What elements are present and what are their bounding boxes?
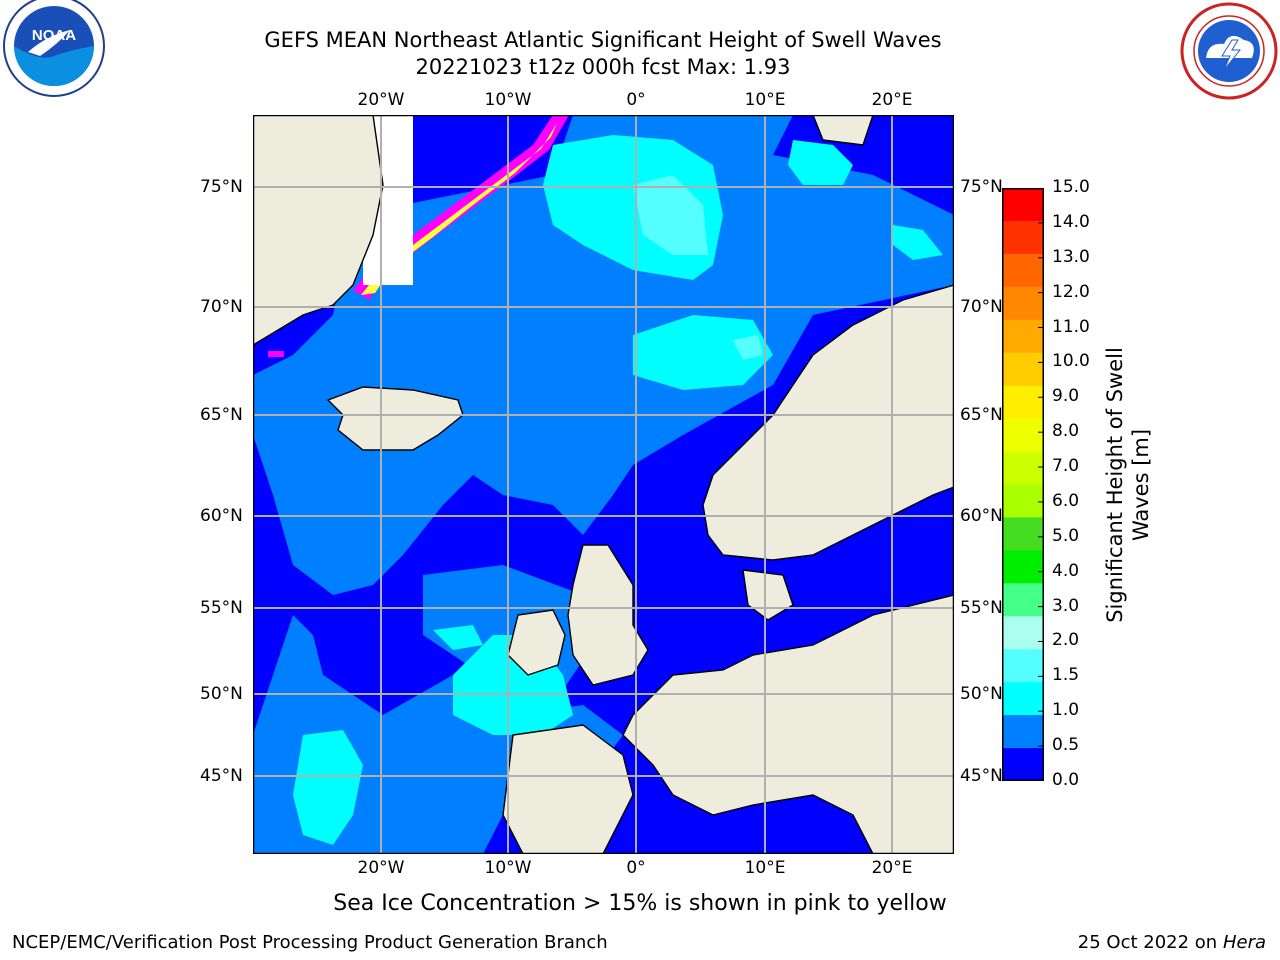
lon-label-top-20w: 20°W	[357, 90, 405, 110]
lat-label-left-75n: 75°N	[200, 177, 243, 197]
colorbar-tick-6: 9.0	[1052, 386, 1080, 407]
footer-date: 25 Oct 2022 on Hera	[1078, 932, 1266, 953]
lat-label-left-65n: 65°N	[200, 405, 243, 425]
lon-label-top-0: 0°	[626, 90, 646, 110]
colorbar-title-line2: Waves [m]	[1129, 428, 1153, 542]
map-title-line2: 20221023 t12z 000h fcst Max: 1.93	[415, 55, 791, 79]
lat-label-right-55n: 55°N	[960, 598, 1003, 618]
swell-height-map	[253, 115, 954, 854]
colorbar-tick-1: 14.0	[1052, 211, 1090, 232]
lat-label-right-60n: 60°N	[960, 506, 1003, 526]
colorbar-swatch-11	[1002, 550, 1044, 584]
lon-label-top-10e: 10°E	[744, 90, 786, 110]
lat-label-left-70n: 70°N	[200, 297, 243, 317]
lon-label-bottom-20w: 20°W	[357, 858, 405, 878]
colorbar-tick-11: 4.0	[1052, 560, 1080, 581]
colorbar-swatch-12	[1002, 583, 1044, 617]
colorbar-swatch-4	[1002, 319, 1044, 354]
colorbar-swatch-2	[1002, 253, 1044, 288]
lat-label-right-45n: 45°N	[960, 766, 1003, 786]
colorbar-tick-10: 5.0	[1052, 525, 1080, 546]
colorbar-tick-3: 12.0	[1052, 281, 1090, 302]
colorbar-swatch-8	[1002, 451, 1044, 485]
noaa-logo-text: NOAA	[32, 27, 76, 44]
colorbar-swatch-3	[1002, 286, 1044, 321]
colorbar	[1002, 188, 1044, 781]
colorbar-frame	[1002, 188, 1044, 781]
graticule	[253, 115, 954, 854]
colorbar-swatch-5	[1002, 352, 1044, 387]
lon-label-bottom-10w: 10°W	[484, 858, 532, 878]
lat-label-left-45n: 45°N	[200, 766, 243, 786]
colorbar-swatch-17	[1002, 748, 1044, 781]
map-frame	[253, 115, 954, 854]
colorbar-tick-5: 10.0	[1052, 351, 1090, 372]
lat-label-right-75n: 75°N	[960, 177, 1003, 197]
colorbar-tick-labels: 15.0 14.0 13.0 12.0 11.0 10.0 9.0 8.0 7.0 6.0 5.0 4…	[1052, 177, 1112, 798]
colorbar-tick-8: 7.0	[1052, 456, 1080, 477]
lon-label-bottom-20e: 20°E	[871, 858, 913, 878]
noaa-logo: NOAA	[0, 0, 108, 108]
colorbar-swatch-16	[1002, 715, 1044, 749]
map-title-line1: GEFS MEAN Northeast Atlantic Significant…	[264, 28, 942, 52]
colorbar-swatch-0	[1002, 188, 1044, 222]
colorbar-tick-12: 3.0	[1052, 595, 1080, 616]
sea-ice-caption: Sea Ice Concentration > 15% is shown in …	[333, 891, 947, 916]
lon-label-bottom-10e: 10°E	[744, 858, 786, 878]
lat-label-right-50n: 50°N	[960, 684, 1003, 704]
continental-europe	[622, 594, 954, 854]
colorbar-swatch-15	[1002, 682, 1044, 716]
colorbar-tick-14: 1.5	[1052, 665, 1080, 686]
colorbar-swatch-6	[1002, 385, 1044, 420]
nws-logo	[1178, 0, 1280, 102]
colorbar-tick-0: 15.0	[1052, 177, 1090, 197]
colorbar-tick-13: 2.0	[1052, 630, 1080, 651]
iberia	[502, 724, 634, 854]
colorbar-swatch-10	[1002, 517, 1044, 551]
lon-label-bottom-0: 0°	[626, 858, 646, 878]
colorbar-tick-7: 8.0	[1052, 421, 1080, 442]
colorbar-swatch-14	[1002, 649, 1044, 683]
lat-label-left-55n: 55°N	[200, 598, 243, 618]
lat-label-right-65n: 65°N	[960, 405, 1003, 425]
lon-label-top-10w: 10°W	[484, 90, 532, 110]
lat-label-right-70n: 70°N	[960, 297, 1003, 317]
footer-host: Hera	[1222, 932, 1266, 953]
colorbar-tick-17: 0.0	[1052, 770, 1080, 790]
swell-band-1-5-2-0	[633, 175, 763, 360]
footer-date-text: 25 Oct 2022 on	[1077, 932, 1223, 953]
colorbar-swatch-7	[1002, 418, 1044, 453]
colorbar-swatch-13	[1002, 616, 1044, 650]
greenland	[253, 115, 384, 346]
colorbar-swatch-9	[1002, 484, 1044, 518]
colorbar-swatch-1	[1002, 220, 1044, 255]
lon-label-top-20e: 20°E	[871, 90, 913, 110]
great-britain	[567, 544, 649, 686]
colorbar-tick-9: 6.0	[1052, 490, 1080, 511]
colorbar-tick-16: 0.5	[1052, 735, 1080, 756]
lat-label-left-60n: 60°N	[200, 506, 243, 526]
colorbar-tick-2: 13.0	[1052, 246, 1090, 267]
colorbar-title-line1: Significant Height of Swell	[1103, 347, 1127, 623]
footer-producer: NCEP/EMC/Verification Post Processing Pr…	[12, 932, 608, 953]
colorbar-tick-4: 11.0	[1052, 316, 1090, 337]
colorbar-tick-15: 1.0	[1052, 700, 1080, 721]
iceland	[326, 386, 464, 451]
lat-label-left-50n: 50°N	[200, 684, 243, 704]
svalbard	[812, 115, 874, 146]
